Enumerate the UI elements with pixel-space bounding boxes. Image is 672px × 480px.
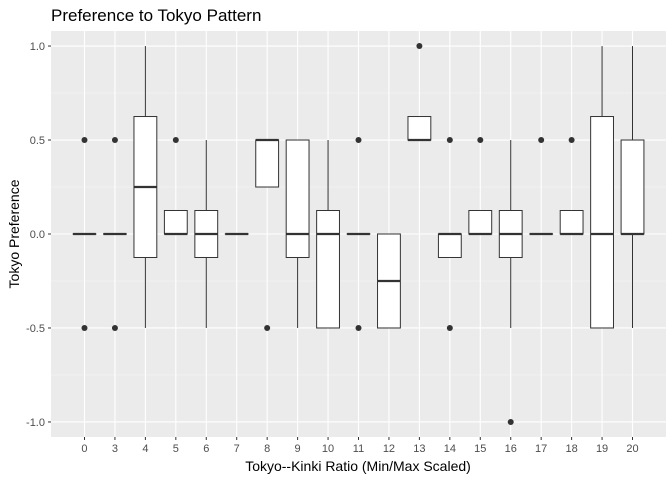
box-0 (72, 137, 97, 331)
outlier-point (446, 137, 453, 144)
box-6 (194, 140, 219, 328)
box-15 (468, 137, 493, 236)
x-tick-label: 16 (505, 443, 517, 455)
outlier-point (172, 137, 179, 144)
x-tick-label: 8 (264, 443, 270, 455)
y-tick-label: -1.0 (26, 417, 45, 429)
y-axis: -1.0 -0.5 0.0 0.5 1.0 (26, 41, 51, 429)
box-body (163, 210, 188, 235)
box-17 (529, 137, 554, 236)
x-tick-label: 10 (322, 443, 334, 455)
box-9 (285, 139, 310, 328)
y-tick-label: 0.5 (30, 135, 45, 147)
chart-title: Preference to Tokyo Pattern (51, 6, 261, 25)
box-3 (103, 137, 127, 331)
box-body (285, 139, 310, 258)
x-tick-label: 17 (535, 443, 547, 455)
box-body (590, 116, 614, 329)
box-13 (407, 43, 432, 142)
outlier-point (568, 137, 575, 144)
outlier-point (81, 137, 88, 144)
y-axis-title: Tokyo Preference (6, 179, 22, 288)
box-10 (316, 140, 340, 329)
outlier-point (507, 418, 514, 425)
box-20 (620, 46, 645, 328)
y-tick-label: -0.5 (26, 323, 45, 335)
y-tick-label: 1.0 (30, 41, 45, 53)
box-11 (346, 137, 371, 331)
x-axis-title: Tokyo--Kinki Ratio (Min/Max Scaled) (245, 458, 471, 474)
outlier-point (355, 324, 362, 331)
box-16 (498, 140, 523, 425)
x-tick-label: 11 (353, 443, 364, 455)
x-tick-label: 12 (383, 443, 395, 455)
outlier-point (477, 137, 484, 144)
box-body (468, 210, 493, 235)
x-tick-label: 9 (295, 443, 301, 455)
box-body (255, 139, 280, 188)
box-5 (163, 137, 188, 236)
outlier-point (446, 324, 453, 331)
x-tick-label: 20 (626, 443, 638, 455)
x-tick-label: 0 (81, 443, 87, 455)
outlier-point (355, 137, 362, 144)
box-body (620, 139, 645, 235)
box-4 (133, 46, 158, 328)
x-tick-label: 3 (112, 443, 118, 455)
box-body (407, 116, 432, 141)
outlier-point (538, 137, 545, 144)
box-body (316, 210, 340, 329)
x-tick-label: 14 (444, 443, 456, 455)
box-body (437, 233, 462, 258)
outlier-point (111, 137, 118, 144)
x-tick-label: 4 (142, 443, 148, 455)
box-body (559, 210, 584, 235)
x-axis: 0 3 4 5 6 7 8 9 10 11 12 13 14 15 16 17 18 19 20 (81, 437, 639, 455)
outlier-point (416, 43, 423, 50)
x-tick-label: 15 (474, 443, 486, 455)
y-tick-label: 0.0 (30, 229, 45, 241)
box-14 (437, 137, 462, 331)
outlier-point (81, 324, 88, 331)
box-18 (559, 137, 584, 236)
box-19 (590, 46, 614, 329)
x-tick-label: 19 (596, 443, 608, 455)
x-tick-label: 18 (565, 443, 577, 455)
x-tick-label: 13 (413, 443, 425, 455)
outlier-point (264, 324, 271, 331)
boxes-layer (72, 43, 645, 425)
box-12 (377, 233, 401, 329)
outlier-point (111, 324, 118, 331)
x-tick-label: 5 (173, 443, 179, 455)
x-tick-label: 7 (234, 443, 240, 455)
x-tick-label: 6 (203, 443, 209, 455)
box-8 (255, 138, 280, 331)
